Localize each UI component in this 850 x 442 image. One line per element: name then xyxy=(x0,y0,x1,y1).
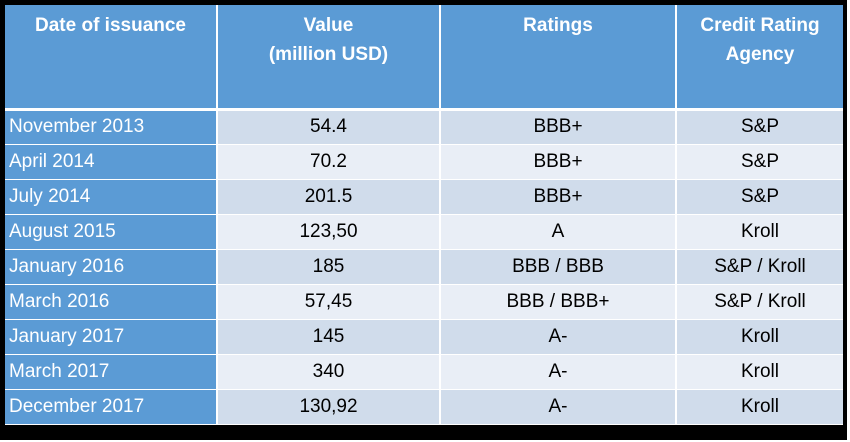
header-agency-line-2: Agency xyxy=(725,44,795,65)
cell-rating: BBB+ xyxy=(440,144,677,180)
cell-agency: S&P xyxy=(676,109,843,145)
cell-date: March 2017 xyxy=(5,354,218,390)
header-date: Date of issuance xyxy=(5,5,218,111)
cell-agency: S&P / Kroll xyxy=(676,249,843,285)
cell-value: 57,45 xyxy=(217,284,441,320)
header-value: Value (million USD) xyxy=(217,5,441,111)
table-row: November 2013 54.4 BBB+ S&P xyxy=(5,109,843,145)
cell-date: December 2017 xyxy=(5,389,218,425)
cell-rating: A- xyxy=(440,354,677,390)
cell-date: July 2014 xyxy=(5,179,218,215)
cell-date: March 2016 xyxy=(5,284,218,320)
table-row: December 2017 130,92 A- Kroll xyxy=(5,389,843,425)
cell-value: 130,92 xyxy=(217,389,441,425)
table-row: January 2016 185 BBB / BBB S&P / Kroll xyxy=(5,249,843,285)
cell-agency: Kroll xyxy=(676,319,843,355)
cell-date: August 2015 xyxy=(5,214,218,250)
header-agency: Credit Rating Agency xyxy=(676,5,843,111)
table-row: March 2017 340 A- Kroll xyxy=(5,354,843,390)
cell-rating: A xyxy=(440,214,677,250)
cell-rating: BBB+ xyxy=(440,179,677,215)
header-date-line-1: Date of issuance xyxy=(35,15,186,36)
cell-value: 340 xyxy=(217,354,441,390)
cell-agency: S&P / Kroll xyxy=(676,284,843,320)
cell-agency: Kroll xyxy=(676,354,843,390)
cell-value: 54.4 xyxy=(217,109,441,145)
cell-date: April 2014 xyxy=(5,144,218,180)
header-agency-line-1: Credit Rating xyxy=(700,15,820,36)
cell-date: January 2017 xyxy=(5,319,218,355)
bond-issuance-table: Date of issuance Value (million USD) Rat… xyxy=(5,5,843,425)
cell-agency: S&P xyxy=(676,179,843,215)
cell-value: 70.2 xyxy=(217,144,441,180)
header-ratings: Ratings xyxy=(440,5,677,111)
table-row: July 2014 201.5 BBB+ S&P xyxy=(5,179,843,215)
cell-rating: BBB+ xyxy=(440,109,677,145)
header-ratings-line-1: Ratings xyxy=(523,15,593,36)
cell-value: 145 xyxy=(217,319,441,355)
cell-value: 185 xyxy=(217,249,441,285)
table-row: March 2016 57,45 BBB / BBB+ S&P / Kroll xyxy=(5,284,843,320)
table-row: April 2014 70.2 BBB+ S&P xyxy=(5,144,843,180)
cell-agency: Kroll xyxy=(676,389,843,425)
cell-value: 201.5 xyxy=(217,179,441,215)
cell-date: November 2013 xyxy=(5,109,218,145)
cell-value: 123,50 xyxy=(217,214,441,250)
table-row: August 2015 123,50 A Kroll xyxy=(5,214,843,250)
cell-date: January 2016 xyxy=(5,249,218,285)
table-row: January 2017 145 A- Kroll xyxy=(5,319,843,355)
cell-agency: Kroll xyxy=(676,214,843,250)
header-value-line-2: (million USD) xyxy=(268,44,389,65)
cell-rating: BBB / BBB+ xyxy=(440,284,677,320)
cell-agency: S&P xyxy=(676,144,843,180)
cell-rating: A- xyxy=(440,319,677,355)
header-row: Date of issuance Value (million USD) Rat… xyxy=(5,5,843,111)
header-value-line-1: Value xyxy=(303,15,354,36)
cell-rating: A- xyxy=(440,389,677,425)
cell-rating: BBB / BBB xyxy=(440,249,677,285)
